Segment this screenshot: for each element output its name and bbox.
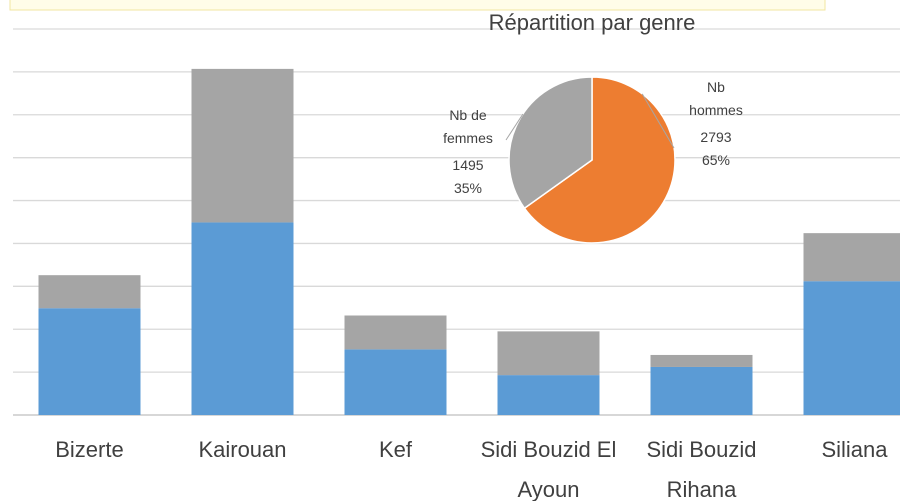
pie-value-label: 1495 — [452, 157, 484, 173]
pie-title: Répartition par genre — [488, 10, 696, 35]
x-tick-label: Siliana — [821, 437, 888, 462]
x-tick-label: Sidi Bouzid El Ayoun — [480, 437, 617, 501]
x-tick-label: Bizerte — [55, 437, 124, 462]
leader-line — [505, 113, 524, 141]
pie-label: Nb de femmes — [443, 107, 493, 146]
x-tick-label: Kef — [378, 437, 413, 462]
text-box — [9, 0, 826, 11]
bar-segment — [497, 375, 600, 415]
leader-line — [641, 93, 675, 149]
bar-segment — [803, 281, 900, 415]
bar-segment — [191, 222, 294, 415]
pie-percent-label: 35% — [453, 180, 483, 196]
bar-segment — [497, 331, 600, 376]
pie-slice — [523, 76, 676, 244]
bar-segment — [650, 354, 753, 367]
bar-segment — [191, 68, 294, 223]
bar-segment — [344, 315, 447, 350]
bar-segment — [38, 275, 141, 309]
bar-segment — [650, 366, 753, 415]
bar-segment — [344, 349, 447, 415]
x-tick-label: Sidi Bouzid Rihana — [646, 437, 757, 501]
pie-percent-label: 65% — [701, 152, 731, 168]
bar-segment — [803, 233, 900, 282]
pie-value-label: 2793 — [700, 129, 732, 145]
bar-segment — [38, 308, 141, 415]
x-tick-label: Kairouan — [198, 437, 287, 462]
pie-label: Nb hommes — [689, 79, 743, 118]
